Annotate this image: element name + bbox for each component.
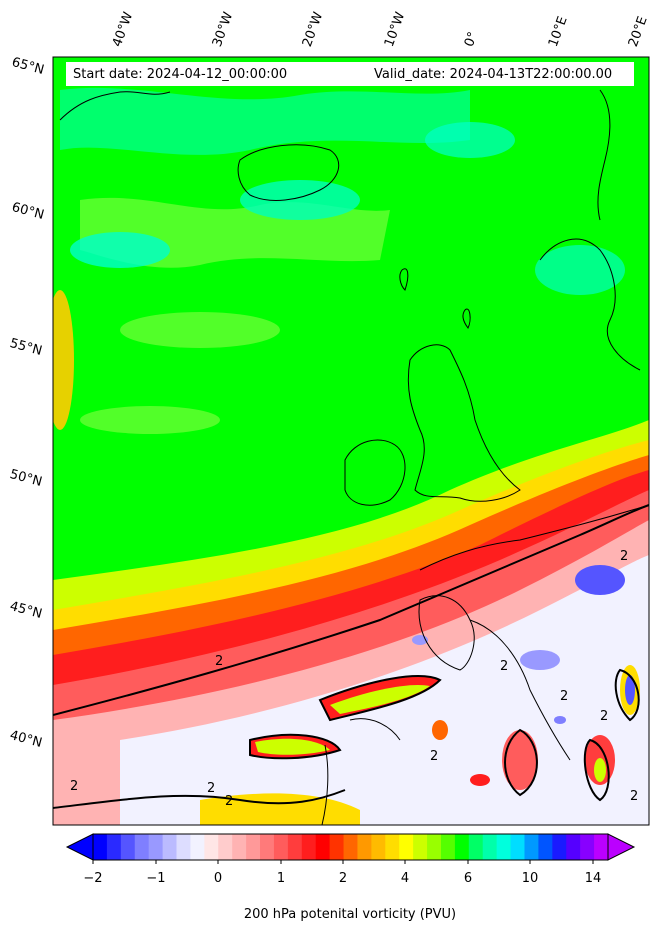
colorbar-swatch <box>176 834 191 860</box>
colorbar-swatch <box>566 834 581 860</box>
contour-label: 2 <box>620 549 628 564</box>
colorbar-swatch <box>273 834 289 860</box>
colorbar-swatch <box>246 834 261 860</box>
contour-label: 2 <box>600 709 608 724</box>
colorbar-swatch <box>440 834 456 860</box>
colorbar-swatch <box>357 834 372 860</box>
colorbar-swatch <box>343 834 358 860</box>
colorbar-swatch <box>287 834 303 860</box>
colorbar-swatch <box>454 834 470 860</box>
colorbar-tick: 10 <box>521 871 539 886</box>
colorbar-min-extension <box>65 833 94 861</box>
colorbar-swatch <box>93 834 108 860</box>
colorbar-swatch <box>510 834 525 860</box>
colorbar-swatch <box>399 834 414 860</box>
colorbar-swatch <box>232 834 247 860</box>
colorbar-swatch <box>204 834 219 860</box>
coastlines <box>59 89 649 825</box>
colorbar-tick: 0 <box>213 871 223 886</box>
colorbar-swatch <box>162 834 178 860</box>
colorbar-tick: 14 <box>584 871 602 886</box>
colorbar-tick: 2 <box>338 871 348 886</box>
contour-label: 2 <box>215 654 223 669</box>
contour-label: 2 <box>500 659 508 674</box>
colorbar-tick: 6 <box>463 871 473 886</box>
colorbar-swatch <box>329 834 345 860</box>
start-date-label: Start date: 2024-04-12_00:00:00 <box>73 67 288 82</box>
colorbar-label: 200 hPa potenital vorticity (PVU) <box>243 907 457 922</box>
pv-field <box>53 57 649 825</box>
date-header-box <box>66 62 634 86</box>
colorbar-swatch <box>496 834 512 860</box>
colorbar-tick: −1 <box>146 871 166 886</box>
colorbar-swatch <box>120 834 136 860</box>
colorbar-swatch <box>385 834 400 860</box>
colorbar-swatch <box>594 834 609 860</box>
colorbar-tick: 1 <box>276 871 286 886</box>
colorbar-max-extension <box>607 833 636 861</box>
colorbar <box>65 833 636 864</box>
colorbar-swatch <box>315 834 331 860</box>
contour-label: 2 <box>630 789 638 804</box>
colorbar-swatch <box>148 834 164 860</box>
valid-date-label: Valid_date: 2024-04-13T22:00:00.00 <box>374 67 613 82</box>
colorbar-swatch <box>106 834 122 860</box>
map-frame <box>52 56 650 826</box>
colorbar-swatch <box>538 834 553 860</box>
colorbar-swatch <box>218 834 233 860</box>
colorbar-swatch <box>134 834 150 860</box>
colorbar-swatch <box>580 834 595 860</box>
contour-label: 2 <box>430 749 438 764</box>
colorbar-swatch <box>468 834 484 860</box>
colorbar-swatch <box>427 834 442 860</box>
contour-label: 2 <box>207 781 215 796</box>
colorbar-swatch <box>301 834 317 860</box>
colorbar-swatch <box>482 834 498 860</box>
colorbar-tick: −2 <box>83 871 103 886</box>
colorbar-swatch <box>371 834 386 860</box>
contour-label: 2 <box>560 689 568 704</box>
colorbar-swatch <box>524 834 539 860</box>
colorbar-swatch <box>552 834 567 860</box>
colorbar-tick: 4 <box>400 871 410 886</box>
colorbar-frame <box>92 833 609 861</box>
colorbar-swatch <box>260 834 275 860</box>
colorbar-swatch <box>190 834 205 860</box>
pv-2-contours <box>53 504 649 809</box>
colorbar-swatch <box>413 834 428 860</box>
contour-label: 2 <box>225 794 233 809</box>
contour-label: 2 <box>70 779 78 794</box>
